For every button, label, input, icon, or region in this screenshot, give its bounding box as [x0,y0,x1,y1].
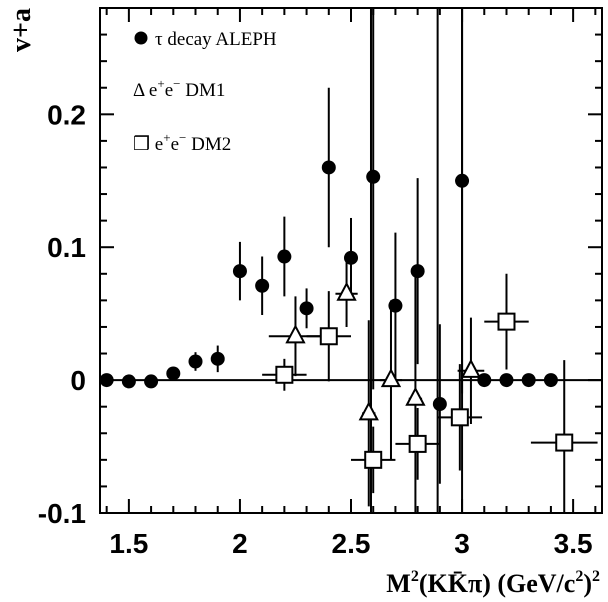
data-point-aleph [410,264,425,279]
data-point-dm1 [380,368,402,388]
x-axis-label-sup2: 2 [575,568,583,585]
legend: τ decay ALEPH Δ e+e− DM1 ❒ e+e− DM2 [133,29,277,155]
y-axis-label: v+a [6,8,37,52]
data-point-aleph [299,301,314,316]
legend-e2: e [165,80,173,101]
legend-e3: e [155,134,163,155]
x-axis-label-close: ) [583,569,592,598]
data-point-dm2 [555,433,574,452]
x-axis-label-m: M [386,569,411,598]
data-point-dm1 [358,401,379,421]
legend-e1: e [149,80,157,101]
legend-tail-dm2: DM2 [186,134,231,155]
legend-sup-minus-dm2: − [179,130,186,145]
data-point-dm1 [336,281,357,301]
data-point-aleph [210,351,225,366]
data-point-aleph [521,373,536,388]
legend-sup-minus-dm1: − [173,76,180,91]
x-tick-label: 3.5 [554,528,593,559]
data-point-dm1 [460,358,482,378]
legend-symbol-dm2: ❒ [133,134,150,155]
x-tick-label: 1.5 [109,528,148,559]
x-axis-label: M2(KK̄π) (GeV/c2)2 [386,568,600,598]
y-tick-label: 0 [70,365,86,396]
legend-label-aleph: τ decay ALEPH [155,29,277,50]
y-tick-label: -0.1 [38,498,86,529]
data-point-aleph [277,249,292,264]
y-tick-label: 0.1 [47,232,86,263]
legend-label-dm1: Δ e+e− DM1 [133,76,225,101]
data-point-dm2 [364,450,383,469]
legend-sup-plus-dm1: + [157,76,164,91]
data-point-aleph [499,373,514,388]
data-point-aleph [255,278,270,293]
legend-tail-dm1: DM1 [180,80,225,101]
data-point-dm1 [405,386,426,406]
data-point-aleph [232,264,247,279]
data-point-aleph [188,354,203,369]
x-axis-label-sup1: 2 [411,568,419,585]
data-point-aleph [455,173,470,188]
plot-marks [99,8,602,513]
legend-e4: e [171,134,179,155]
data-point-dm2 [408,434,427,453]
legend-label-dm2: ❒ e+e− DM2 [133,130,231,155]
data-point-aleph [321,160,336,175]
x-tick-label: 3 [454,528,470,559]
data-point-dm2 [275,365,294,384]
legend-sup-plus-dm2: + [163,130,170,145]
data-point-dm2 [450,408,469,427]
data-point-aleph [543,373,558,388]
data-point-aleph [432,397,447,412]
legend-item-dm1: Δ e+e− DM1 [133,76,225,101]
data-point-dm2 [497,312,516,331]
x-tick-label: 2 [232,528,248,559]
x-tick-label: 2.5 [332,528,371,559]
filled-circle-icon [134,31,148,45]
legend-item-dm2: ❒ e+e− DM2 [133,130,231,155]
legend-item-aleph: τ decay ALEPH [134,29,277,50]
data-point-aleph [121,374,136,389]
axis-ticks: 1.5 2 2.5 3 3.5 -0.1 0 0.1 0.2 [38,7,602,559]
data-point-dm1 [285,324,306,344]
data-point-aleph [144,374,159,389]
data-point-aleph [166,366,181,381]
x-axis-label-paren: (KK̄π) (GeV/c [419,569,575,598]
legend-symbol-dm1: Δ [133,80,145,101]
data-point-aleph [366,169,381,184]
x-axis-label-sup3: 2 [592,568,600,585]
y-tick-label: 0.2 [47,99,86,130]
data-point-aleph [477,373,492,388]
data-point-dm2 [319,327,338,346]
